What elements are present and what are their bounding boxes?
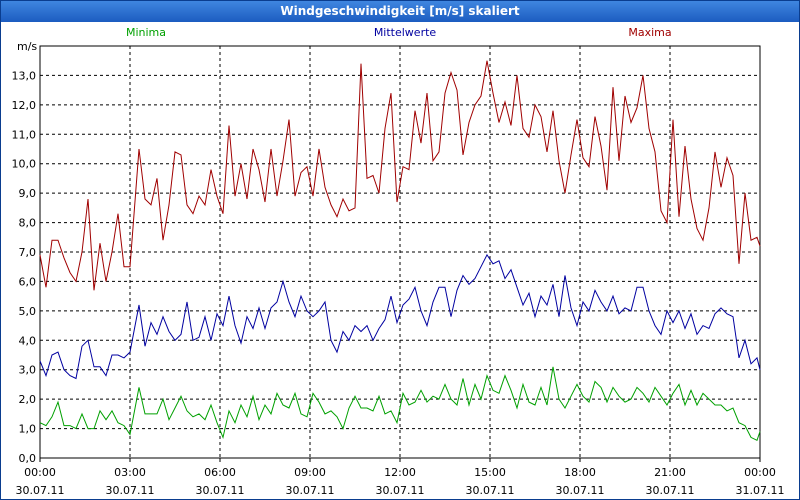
y-tick-label: 10,0 — [12, 158, 37, 171]
y-tick-label: 0,0 — [19, 452, 37, 465]
legend-maxima: Maxima — [628, 26, 671, 39]
y-tick-label: 13,0 — [12, 69, 37, 82]
x-tick-date: 31.07.11 — [736, 484, 785, 497]
x-tick-date: 30.07.11 — [646, 484, 695, 497]
y-tick-label: 2,0 — [19, 393, 37, 406]
y-tick-label: 6,0 — [19, 275, 37, 288]
x-tick-time: 21:00 — [654, 466, 686, 479]
x-tick-date: 30.07.11 — [196, 484, 245, 497]
x-tick-date: 30.07.11 — [16, 484, 65, 497]
y-axis-ticks: 0,0 1,0 2,0 3,0 4,0 5,0 6,0 7,0 8,0 9,0 10,0 11,0 12… — [12, 69, 37, 465]
x-tick-time: 18:00 — [564, 466, 596, 479]
y-tick-label: 9,0 — [19, 187, 37, 200]
series-minima-line — [39, 366, 761, 441]
y-tick-label: 12,0 — [12, 99, 37, 112]
x-tick-time: 15:00 — [474, 466, 506, 479]
y-axis-label: m/s — [17, 40, 37, 53]
chart-title: Windgeschwindigkeit [m/s] skaliert — [1, 1, 799, 22]
y-tick-label: 5,0 — [19, 305, 37, 318]
x-tick-date: 30.07.11 — [376, 484, 425, 497]
wind-speed-chart: 0,0 1,0 2,0 3,0 4,0 5,0 6,0 7,0 8,0 9,0 10,0 11,0 12… — [12, 26, 785, 497]
series-maxima-line — [39, 60, 761, 291]
legend: Minima Mittelwerte Maxima — [126, 26, 672, 39]
legend-mittelwerte: Mittelwerte — [374, 26, 437, 39]
legend-minima: Minima — [126, 26, 166, 39]
y-tick-label: 1,0 — [19, 423, 37, 436]
y-tick-label: 8,0 — [19, 217, 37, 230]
x-tick-date: 30.07.11 — [556, 484, 605, 497]
y-tick-label: 3,0 — [19, 364, 37, 377]
x-tick-date: 30.07.11 — [466, 484, 515, 497]
y-tick-label: 4,0 — [19, 334, 37, 347]
series-lines — [39, 60, 761, 441]
x-tick-time: 12:00 — [384, 466, 416, 479]
x-tick-time: 06:00 — [204, 466, 236, 479]
x-tick-time: 03:00 — [114, 466, 146, 479]
series-mittelwerte-line — [39, 253, 761, 380]
y-tick-label: 11,0 — [12, 128, 37, 141]
x-axis-ticks: 00:00 30.07.11 03:00 30.07.11 06:00 30.07.11 0… — [16, 458, 785, 497]
x-tick-date: 30.07.11 — [286, 484, 335, 497]
x-tick-time: 09:00 — [294, 466, 326, 479]
x-tick-time: 00:00 — [24, 466, 56, 479]
gridlines — [40, 46, 760, 458]
y-tick-label: 7,0 — [19, 246, 37, 259]
x-tick-time: 00:00 — [744, 466, 776, 479]
x-tick-date: 30.07.11 — [106, 484, 155, 497]
